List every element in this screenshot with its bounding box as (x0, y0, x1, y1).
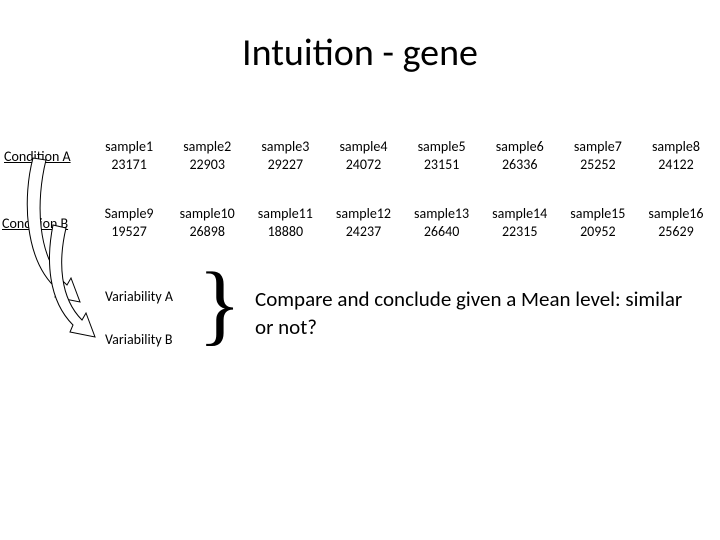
cell-a-7: sample725252 (559, 138, 637, 174)
cell-a-4: sample424072 (324, 138, 402, 174)
variability-b-label: Variability B (105, 331, 173, 348)
cell-a-5: sample523151 (403, 138, 481, 174)
brace-icon: } (198, 260, 241, 350)
variability-labels: Variability A Variability B (105, 288, 173, 374)
cell-a-3: sample329227 (246, 138, 324, 174)
row-a: sample123171 sample222903 sample329227 s… (90, 138, 715, 174)
cell-b-5: sample1326640 (403, 205, 481, 241)
cell-b-1: Sample919527 (90, 205, 168, 241)
cell-b-4: sample1224237 (324, 205, 402, 241)
cell-b-2: sample1026898 (168, 205, 246, 241)
cell-a-1: sample123171 (90, 138, 168, 174)
cell-a-8: sample824122 (637, 138, 715, 174)
cell-b-6: sample1422315 (481, 205, 559, 241)
cell-b-8: sample1625629 (637, 205, 715, 241)
cell-a-2: sample222903 (168, 138, 246, 174)
condition-b-label: Condition B (2, 215, 68, 232)
cell-a-6: sample626336 (481, 138, 559, 174)
condition-a-label: Condition A (4, 148, 71, 165)
variability-a-label: Variability A (105, 288, 173, 305)
cell-b-3: sample1118880 (246, 205, 324, 241)
slide-title: Intuition - gene (0, 30, 720, 76)
compare-text: Compare and conclude given a Mean level:… (255, 285, 695, 342)
row-b: Sample919527 sample1026898 sample1118880… (90, 205, 715, 241)
cell-b-7: sample1520952 (559, 205, 637, 241)
